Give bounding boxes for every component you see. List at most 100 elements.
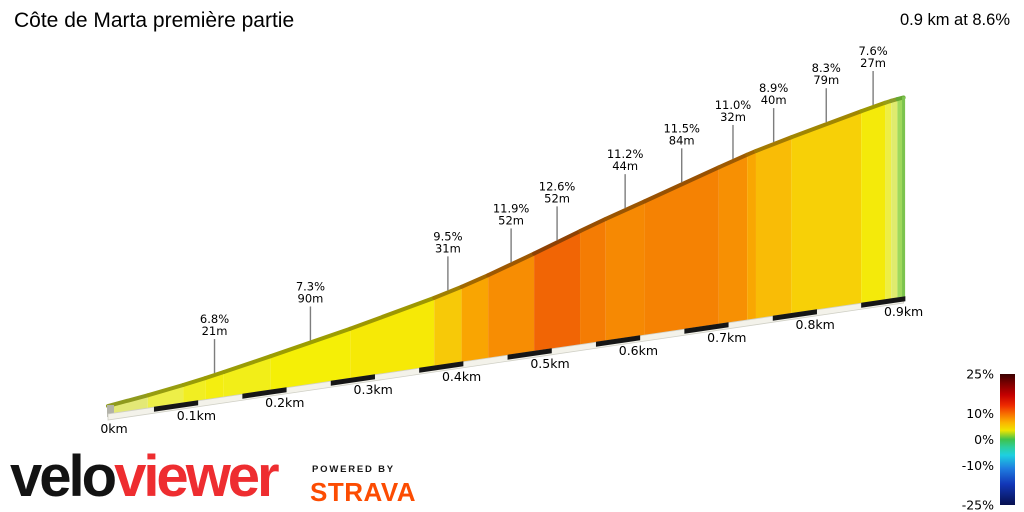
climb-summary: 0.9 km at 8.6% xyxy=(899,11,1010,29)
distance-dash xyxy=(772,309,817,321)
ridge-segment xyxy=(859,100,888,114)
callout-grade-label: 8.3% xyxy=(812,61,841,75)
legend-color-bar xyxy=(1000,374,1015,505)
base-strip xyxy=(107,296,906,421)
callout-grade-label: 12.6% xyxy=(539,179,576,193)
callout-length-label: 90m xyxy=(298,291,324,305)
ridge-segment xyxy=(789,109,864,140)
x-axis-tick-label: 0.3km xyxy=(354,382,393,397)
x-axis-tick-label: 0km xyxy=(100,421,127,436)
x-axis-tick-label: 0.8km xyxy=(796,317,835,332)
ridge-segment xyxy=(716,152,750,170)
gradient-band xyxy=(897,97,904,298)
callout-length-label: 52m xyxy=(498,213,524,227)
gradient-band xyxy=(270,328,351,391)
distance-dash xyxy=(684,322,729,334)
ridge-segment xyxy=(268,326,353,359)
ridge-segment xyxy=(432,284,464,300)
legend-tick-label: 0% xyxy=(974,432,994,447)
gradient-band xyxy=(205,371,224,400)
distance-dash xyxy=(419,361,464,373)
legend-tick-label: -10% xyxy=(962,458,994,473)
ridge-segment xyxy=(145,383,186,398)
callout-grade-label: 11.0% xyxy=(715,98,752,112)
veloviewer-logo-viewer: viewer xyxy=(114,444,280,509)
callout-grade-label: 7.3% xyxy=(296,279,325,293)
gradient-band xyxy=(644,167,719,336)
profile-gradient-bands xyxy=(108,97,904,414)
gradient-band xyxy=(791,111,862,314)
x-axis-tick-label: 0.5km xyxy=(530,356,569,371)
ridge-segment xyxy=(459,273,491,289)
callout-grade-label: 11.9% xyxy=(493,201,530,215)
gradient-band xyxy=(434,286,462,367)
gradient-band xyxy=(755,137,792,319)
ridge-segment xyxy=(221,354,273,374)
ridge-segment xyxy=(486,251,537,278)
gradient-legend: 25% 10% 0% -10% -25% xyxy=(962,367,1015,512)
gradient-band xyxy=(534,231,581,352)
callout-length-label: 84m xyxy=(669,133,695,147)
profile-ridge-line xyxy=(106,95,906,408)
legend-tick-label: -25% xyxy=(962,498,994,512)
ridge-segment xyxy=(181,376,208,388)
ridge-segment xyxy=(106,393,150,408)
legend-tick-label: 25% xyxy=(966,367,994,382)
gradient-band xyxy=(747,150,756,321)
x-axis-tick-label: 0.7km xyxy=(707,330,746,345)
distance-dash xyxy=(595,335,641,347)
gradient-band xyxy=(147,385,184,409)
x-axis-tick-label: 0.2km xyxy=(265,395,304,410)
callout-grade-label: 11.5% xyxy=(663,121,700,135)
ridge-segment xyxy=(578,216,608,234)
callout-length-label: 40m xyxy=(761,93,787,107)
gradient-band xyxy=(605,201,645,341)
gradient-band xyxy=(885,100,892,300)
gradient-band xyxy=(223,356,271,397)
x-axis-tick-label: 0.6km xyxy=(619,343,658,358)
callout-grade-label: 8.9% xyxy=(759,81,788,95)
x-axis-tick-label: 0.9km xyxy=(884,304,923,319)
callout-length-label: 27m xyxy=(860,56,886,70)
ridge-segment xyxy=(203,369,226,381)
x-axis-tick-label: 0.4km xyxy=(442,369,481,384)
ridge-segment xyxy=(642,165,721,204)
callout-length-label: 44m xyxy=(612,159,638,173)
veloviewer-logo: veloviewer xyxy=(10,448,280,506)
distance-dash xyxy=(153,400,199,412)
veloviewer-logo-velo: velo xyxy=(10,444,117,509)
page-title: Côte de Marta première partie xyxy=(14,9,295,32)
callout-length-label: 52m xyxy=(544,191,570,205)
ridge-segment xyxy=(348,295,437,331)
distance-dash xyxy=(507,348,552,360)
gradient-band xyxy=(718,154,748,325)
ridge-segment xyxy=(532,229,583,256)
distance-dash xyxy=(861,296,906,308)
gradient-band xyxy=(350,297,435,379)
callout-grade-label: 6.8% xyxy=(200,312,229,326)
gradient-band xyxy=(580,218,606,345)
x-axis-labels: 0km 0.1km 0.2km 0.3km 0.4km 0.5km 0.6km 0.7km 0.… xyxy=(100,304,923,436)
callout-grade-label: 9.5% xyxy=(433,229,462,243)
callout-length-label: 32m xyxy=(720,110,746,124)
ridge-segment xyxy=(753,135,794,153)
powered-by-label: POWERED BY xyxy=(312,464,395,475)
gradient-band xyxy=(861,102,886,304)
callout-length-label: 79m xyxy=(813,73,839,87)
distance-dash xyxy=(330,374,375,386)
callout-grade-label: 7.6% xyxy=(858,44,887,58)
legend-tick-label: 10% xyxy=(966,406,994,421)
gradient-callouts: 6.8%21m7.3%90m9.5%31m11.9%52m12.6%52m11.… xyxy=(200,44,888,374)
callout-length-label: 21m xyxy=(202,324,228,338)
callout-length-label: 31m xyxy=(435,241,461,255)
ridge-segment xyxy=(603,199,647,221)
strava-logo: STRAVA xyxy=(310,477,417,507)
x-axis-tick-label: 0.1km xyxy=(177,408,216,423)
distance-dash xyxy=(242,387,287,399)
callout-grade-label: 11.2% xyxy=(607,147,644,161)
gradient-band xyxy=(891,99,898,299)
gradient-band xyxy=(461,275,489,362)
gradient-band xyxy=(488,253,535,359)
